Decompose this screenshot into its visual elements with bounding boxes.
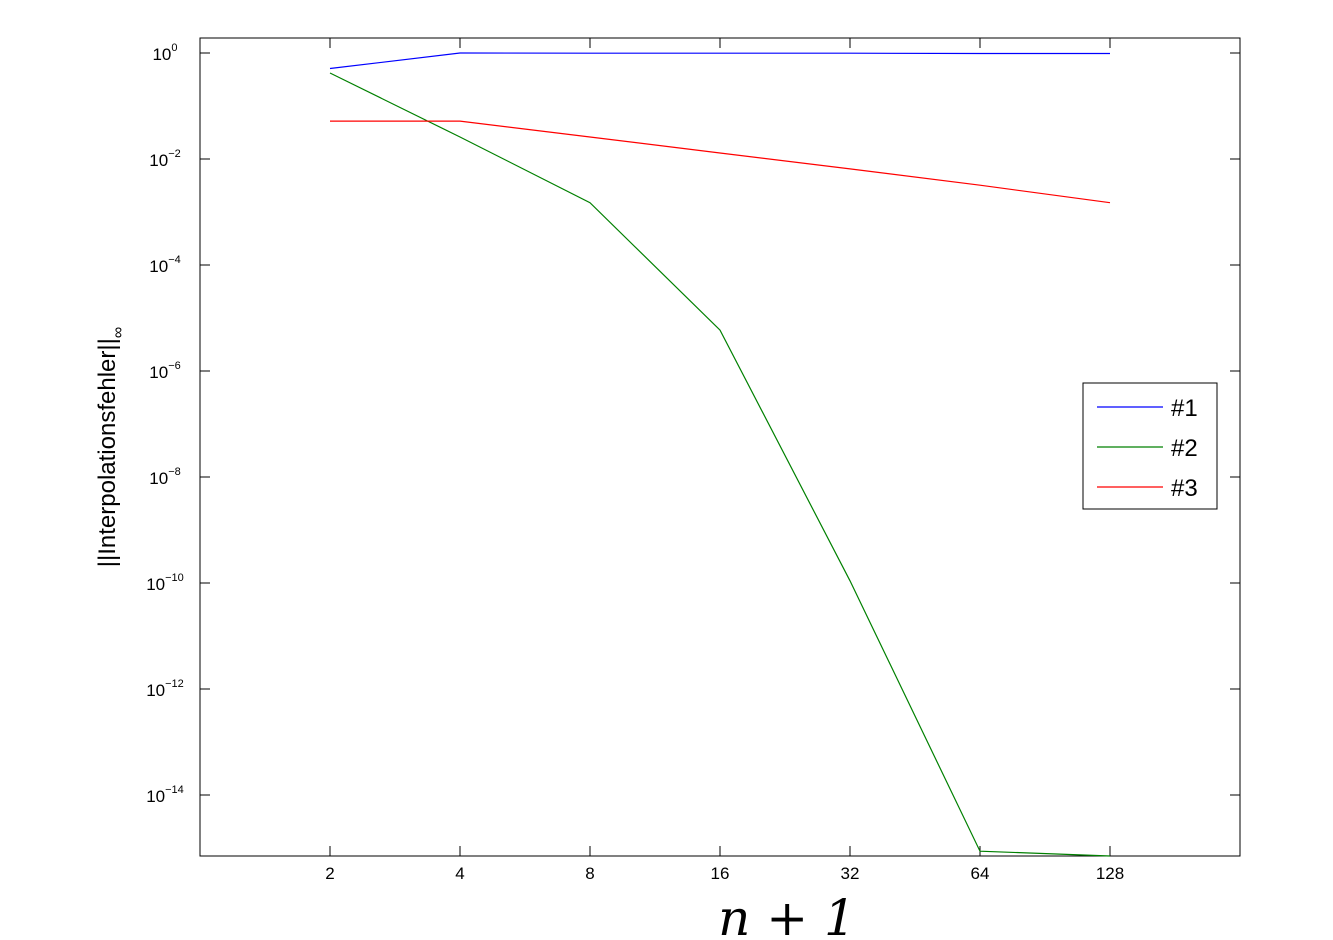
y-tick-label: 10−6 <box>149 360 180 382</box>
x-tick-label: 8 <box>585 864 594 883</box>
series-line-3 <box>330 120 1111 204</box>
y-tick-exponent: 0 <box>171 42 177 54</box>
y-tick-label: 10−10 <box>146 572 184 594</box>
y-tick-base: 10 <box>146 681 165 700</box>
plot-area <box>199 37 1241 857</box>
y-tick-exponent: −10 <box>165 572 184 584</box>
x-tick-label: 64 <box>971 864 990 883</box>
y-tick-exponent: −2 <box>168 148 181 160</box>
y-tick-label: 100 <box>152 42 177 64</box>
legend: #1 #2 #3 <box>1082 382 1218 510</box>
y-tick-base: 10 <box>146 575 165 594</box>
y-tick-label: 10−12 <box>146 678 184 700</box>
y-tick-base: 10 <box>146 787 165 806</box>
y-tick-exponent: −6 <box>168 360 181 372</box>
y-tick-base: 10 <box>149 151 168 170</box>
legend-label: #1 <box>1171 395 1198 422</box>
x-tick-label: 4 <box>455 864 464 883</box>
y-tick-exponent: −8 <box>168 466 181 478</box>
y-tick-base: 10 <box>152 45 171 64</box>
legend-label: #2 <box>1171 435 1198 462</box>
y-tick-base: 10 <box>149 469 168 488</box>
x-tick-label: 128 <box>1096 864 1124 883</box>
x-tick-label: 2 <box>325 864 334 883</box>
legend-label: #3 <box>1171 475 1198 502</box>
y-tick-exponent: −12 <box>165 678 184 690</box>
legend-box <box>1082 382 1218 510</box>
y-tick-base: 10 <box>149 363 168 382</box>
x-tick-label: 32 <box>841 864 860 883</box>
y-tick-exponent: −4 <box>168 254 181 266</box>
y-tick-exponent: −14 <box>165 784 184 796</box>
x-tick-label: 16 <box>711 864 730 883</box>
y-tick-label: 10−14 <box>146 784 184 806</box>
y-tick-label: 10−4 <box>149 254 180 276</box>
y-axis-label-text: ||Interpolationsfehler|| <box>94 338 121 567</box>
y-axis-label: ||Interpolationsfehler||∞ <box>94 327 127 567</box>
y-axis-label-subscript: ∞ <box>110 327 127 338</box>
y-tick-label: 10−2 <box>149 148 180 170</box>
y-tick-base: 10 <box>149 257 168 276</box>
x-axis-label: n + 1 <box>718 889 856 940</box>
y-tick-label: 10−8 <box>149 466 180 488</box>
